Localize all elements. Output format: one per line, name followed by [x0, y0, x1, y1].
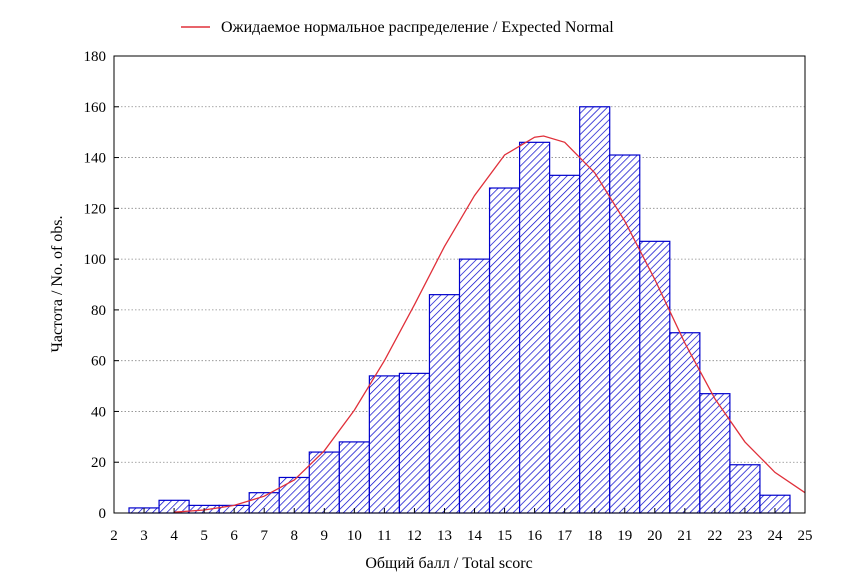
x-tick-label: 10 [347, 528, 362, 544]
histogram-bar [729, 464, 761, 514]
histogram-bar [579, 106, 611, 514]
x-tick-label: 13 [437, 528, 452, 544]
x-tick-label: 6 [230, 528, 238, 544]
histogram-bar [458, 258, 491, 514]
x-tick-label: 3 [140, 528, 148, 544]
y-tick-label: 80 [91, 303, 106, 319]
y-tick-label: 60 [91, 354, 106, 370]
histogram-bar [368, 375, 401, 514]
y-tick-label: 40 [91, 404, 106, 420]
y-tick-label: 120 [84, 201, 107, 217]
x-tick-label: 20 [647, 528, 662, 544]
x-tick-label: 4 [170, 528, 178, 544]
y-axis-ticks: 0 20 40 60 80 100 120 140 160 180 [84, 49, 119, 522]
expected-normal-curve [174, 135, 806, 513]
y-tick-label: 20 [91, 455, 106, 471]
x-tick-label: 9 [321, 528, 329, 544]
x-tick-label: 17 [557, 528, 573, 544]
x-tick-label: 7 [260, 528, 268, 544]
y-axis-label: Частота / No. of obs. [49, 215, 66, 352]
x-tick-label: 5 [200, 528, 208, 544]
x-axis-ticks: 2 3 4 5 6 7 8 9 10 11 12 13 14 15 16 17 18 19 20 21 22 23 24 25 [110, 508, 813, 544]
legend: Ожидаемое нормальное распределение / Exp… [181, 19, 614, 36]
y-tick-label: 100 [84, 252, 107, 268]
y-tick-label: 180 [84, 49, 107, 65]
histogram-bar [518, 141, 551, 514]
histogram-bar [308, 451, 340, 514]
x-tick-label: 21 [677, 528, 692, 544]
histogram-bar [488, 187, 521, 514]
x-axis-label: Общий балл / Total scorc [365, 555, 532, 572]
x-tick-label: 2 [110, 528, 118, 544]
histogram-bar [639, 240, 671, 514]
histogram-bar [338, 441, 370, 514]
x-tick-label: 23 [737, 528, 752, 544]
x-tick-label: 24 [767, 528, 783, 544]
legend-label: Ожидаемое нормальное распределение / Exp… [221, 19, 614, 36]
x-tick-label: 15 [497, 528, 512, 544]
x-tick-label: 11 [377, 528, 391, 544]
histogram-bar [609, 154, 641, 514]
bars [128, 106, 791, 514]
x-tick-label: 16 [527, 528, 543, 544]
x-tick-label: 25 [798, 528, 813, 544]
x-tick-label: 19 [617, 528, 632, 544]
x-tick-label: 22 [707, 528, 722, 544]
histogram-bar [699, 393, 731, 514]
histogram-bar [398, 372, 431, 514]
y-tick-label: 160 [84, 100, 107, 116]
x-tick-label: 14 [467, 528, 483, 544]
y-tick-label: 140 [84, 151, 107, 167]
y-tick-label: 0 [99, 506, 107, 522]
histogram-bar [549, 174, 581, 514]
histogram-bar [278, 476, 310, 514]
x-tick-label: 18 [587, 528, 602, 544]
plot-frame [113, 55, 806, 514]
x-tick-label: 8 [291, 528, 299, 544]
histogram-bar [669, 332, 701, 514]
x-tick-label: 12 [407, 528, 422, 544]
histogram-bar [428, 294, 461, 514]
